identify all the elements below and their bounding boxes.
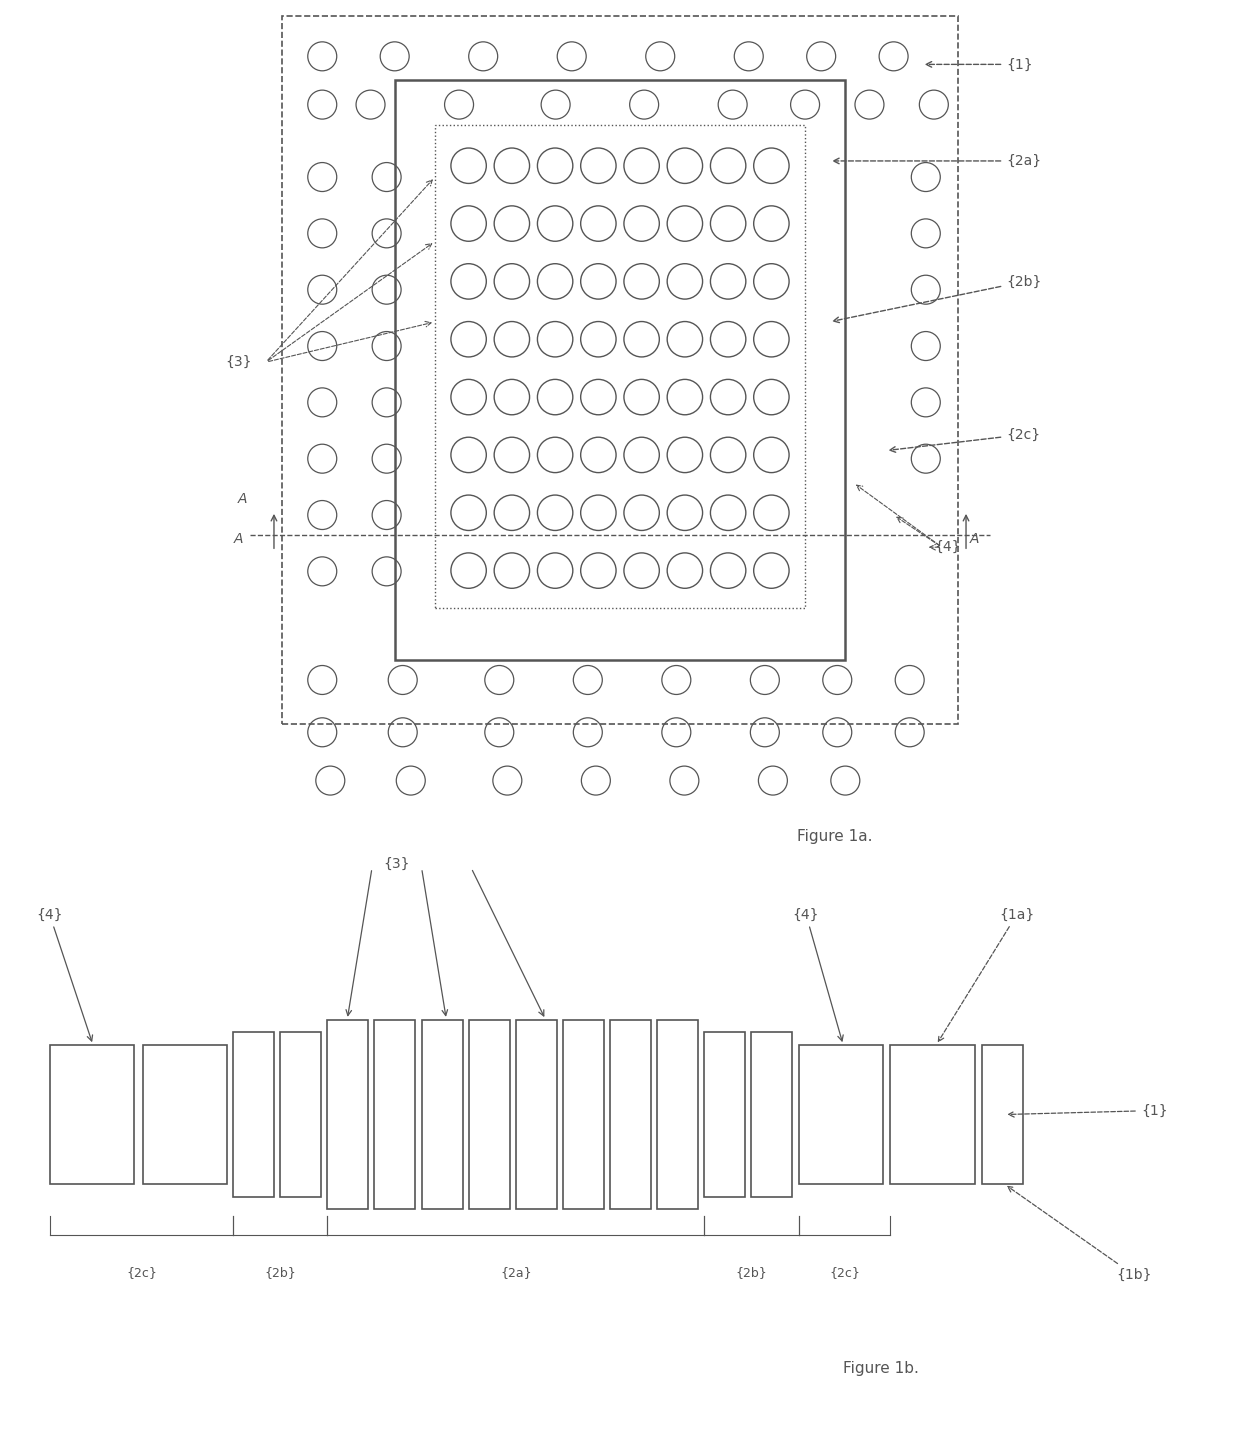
Text: {2c}: {2c} <box>890 428 1040 453</box>
Bar <box>280 1032 321 1197</box>
Text: A: A <box>238 491 247 506</box>
Bar <box>657 1020 698 1210</box>
Bar <box>374 1020 415 1210</box>
Bar <box>143 1045 227 1184</box>
Bar <box>982 1045 1023 1184</box>
Text: A: A <box>970 532 980 546</box>
Text: {4}: {4} <box>36 908 93 1040</box>
Text: {2b}: {2b} <box>264 1266 296 1279</box>
Text: {3}: {3} <box>226 355 252 369</box>
Text: {1}: {1} <box>926 57 1033 72</box>
Bar <box>799 1045 883 1184</box>
Bar <box>469 1020 510 1210</box>
Text: {2a}: {2a} <box>833 154 1042 168</box>
Text: {1a}: {1a} <box>939 908 1034 1042</box>
Bar <box>751 1032 792 1197</box>
Text: {2c}: {2c} <box>830 1266 859 1279</box>
Bar <box>563 1020 604 1210</box>
Text: {2a}: {2a} <box>500 1266 532 1279</box>
Text: {2c}: {2c} <box>126 1266 156 1279</box>
Text: {1}: {1} <box>1008 1104 1167 1118</box>
Bar <box>516 1020 557 1210</box>
Text: {4}: {4} <box>792 908 843 1040</box>
Text: Figure 1a.: Figure 1a. <box>797 829 873 844</box>
Bar <box>890 1045 975 1184</box>
Text: A: A <box>233 532 243 546</box>
Bar <box>610 1020 651 1210</box>
Text: {2b}: {2b} <box>735 1266 768 1279</box>
Text: {3}: {3} <box>383 856 410 871</box>
Bar <box>50 1045 134 1184</box>
Text: {4}: {4} <box>934 540 960 555</box>
Text: {2b}: {2b} <box>833 274 1042 323</box>
Bar <box>233 1032 274 1197</box>
Text: Figure 1b.: Figure 1b. <box>843 1361 919 1377</box>
Bar <box>704 1032 745 1197</box>
Bar <box>327 1020 368 1210</box>
Text: {1b}: {1b} <box>1008 1187 1152 1282</box>
Bar <box>422 1020 463 1210</box>
